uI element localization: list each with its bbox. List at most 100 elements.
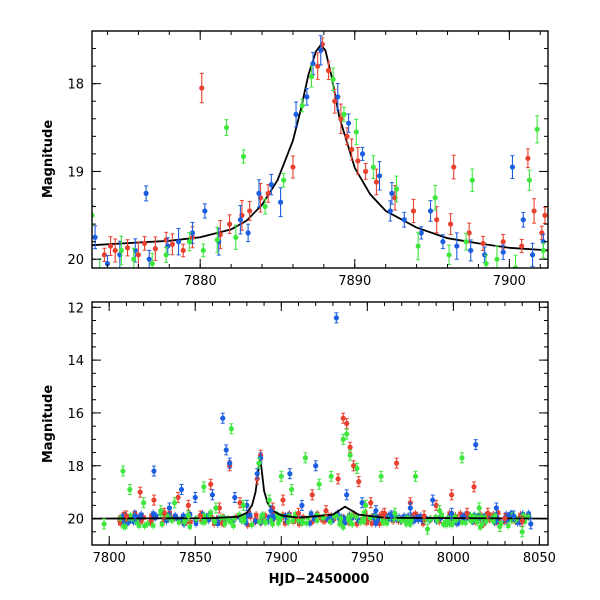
bottom-band-point xyxy=(286,519,291,525)
bottom-band-point xyxy=(515,520,520,525)
top-data-point xyxy=(389,190,395,196)
bottom-band-point xyxy=(498,521,504,526)
bottom-band-point xyxy=(296,518,301,523)
bottom-band-point xyxy=(492,513,498,518)
bottom-data-point xyxy=(213,505,219,511)
top-data-point xyxy=(410,208,417,214)
bottom-data-point xyxy=(289,486,295,493)
top-data-point xyxy=(355,158,361,164)
bottom-data-point xyxy=(299,502,305,508)
bottom-data-point xyxy=(464,510,470,516)
top-data-point xyxy=(97,270,102,275)
bottom-band-point xyxy=(420,521,426,526)
bottom-band-point xyxy=(326,513,331,519)
bottom-data-point xyxy=(356,479,362,485)
bottom-data-point xyxy=(493,505,499,511)
bottom-band-point xyxy=(379,517,385,523)
bottom-band-point xyxy=(232,516,237,521)
bottom-data-point xyxy=(519,518,525,524)
top-data-point xyxy=(180,247,186,254)
top-x-tick-label: 7890 xyxy=(338,274,371,289)
bottom-band-point xyxy=(354,514,359,519)
bottom-data-point xyxy=(132,513,138,519)
bottom-band-point xyxy=(253,512,259,518)
top-data-point xyxy=(353,129,359,135)
bottom-band-point xyxy=(293,512,298,517)
top-data-point xyxy=(325,67,332,74)
top-data-point xyxy=(141,240,148,247)
bottom-band-point xyxy=(471,514,476,519)
bottom-data-point xyxy=(166,505,173,511)
top-data-point xyxy=(233,234,239,240)
bottom-band-point xyxy=(276,520,281,526)
bottom-band-point xyxy=(270,521,275,527)
bottom-data-point xyxy=(280,497,286,503)
bottom-band-point xyxy=(453,514,458,519)
top-data-point xyxy=(152,246,158,252)
bottom-band-point xyxy=(446,519,451,524)
top-data-point xyxy=(315,63,321,69)
top-data-point xyxy=(112,247,118,254)
top-data-point xyxy=(448,221,454,227)
top-data-point xyxy=(494,256,500,262)
bottom-band-point xyxy=(151,511,156,516)
top-model-curve xyxy=(92,43,548,252)
bottom-data-point xyxy=(347,452,353,458)
top-data-point xyxy=(359,151,366,157)
bottom-band-point xyxy=(193,521,199,526)
bottom-band-point xyxy=(122,519,127,525)
top-data-point xyxy=(107,243,114,249)
bottom-band-point xyxy=(509,518,514,523)
top-data-point xyxy=(175,239,182,245)
bottom-band-point xyxy=(422,517,428,523)
x-axis-title: HJD−2450000 xyxy=(269,572,370,587)
top-data-point xyxy=(529,252,536,258)
bottom-band-point xyxy=(333,513,339,519)
top-data-point xyxy=(363,168,369,175)
top-data-point xyxy=(373,179,380,185)
bottom-data-point xyxy=(421,513,427,519)
top-data-point xyxy=(310,60,316,67)
bottom-band-point xyxy=(439,512,444,518)
bottom-data-point xyxy=(141,500,147,506)
bottom-y-tick-label: 12 xyxy=(67,301,84,316)
bottom-data-point xyxy=(473,442,479,448)
bottom-band-point xyxy=(309,519,315,525)
bottom-band-point xyxy=(377,521,382,527)
bottom-band-point xyxy=(148,520,153,525)
bottom-band-point xyxy=(458,511,463,516)
bottom-band-point xyxy=(525,514,531,520)
top-data-point xyxy=(454,243,460,249)
bottom-band-point xyxy=(178,517,183,522)
bottom-band-point xyxy=(306,515,311,521)
top-x-tick-label: 7900 xyxy=(493,274,526,289)
top-data-point xyxy=(293,111,299,117)
top-data-point xyxy=(500,249,506,255)
top-y-tick-label: 19 xyxy=(67,165,84,180)
bottom-band-point xyxy=(278,514,284,519)
bottom-band-point xyxy=(182,520,187,525)
bottom-band-point xyxy=(159,522,165,527)
top-data-point xyxy=(520,217,526,223)
top-data-point xyxy=(304,94,310,100)
bottom-data-point xyxy=(344,431,350,437)
bottom-plot-area xyxy=(92,312,548,538)
bottom-band-point xyxy=(249,522,254,528)
bottom-x-tick-label: 7950 xyxy=(351,551,384,566)
bottom-data-point xyxy=(278,473,284,479)
bottom-data-point xyxy=(392,510,398,516)
bottom-band-point xyxy=(408,522,413,527)
top-x-tick-label: 7880 xyxy=(184,274,217,289)
bottom-data-point xyxy=(123,513,130,519)
bottom-band-point xyxy=(222,521,228,527)
bottom-data-point xyxy=(171,500,178,506)
bottom-data-point xyxy=(266,497,272,503)
top-panel-zoom: Magnitude 7880 7890 7900 18 19 20 xyxy=(41,30,549,289)
bottom-band-point xyxy=(373,521,378,526)
top-data-point xyxy=(480,240,486,247)
bottom-band-point xyxy=(407,517,413,522)
top-data-point xyxy=(199,85,205,91)
bottom-band-point xyxy=(463,520,468,525)
bottom-band-point xyxy=(128,513,133,518)
top-y-axis-title: Magnitude xyxy=(41,120,56,199)
